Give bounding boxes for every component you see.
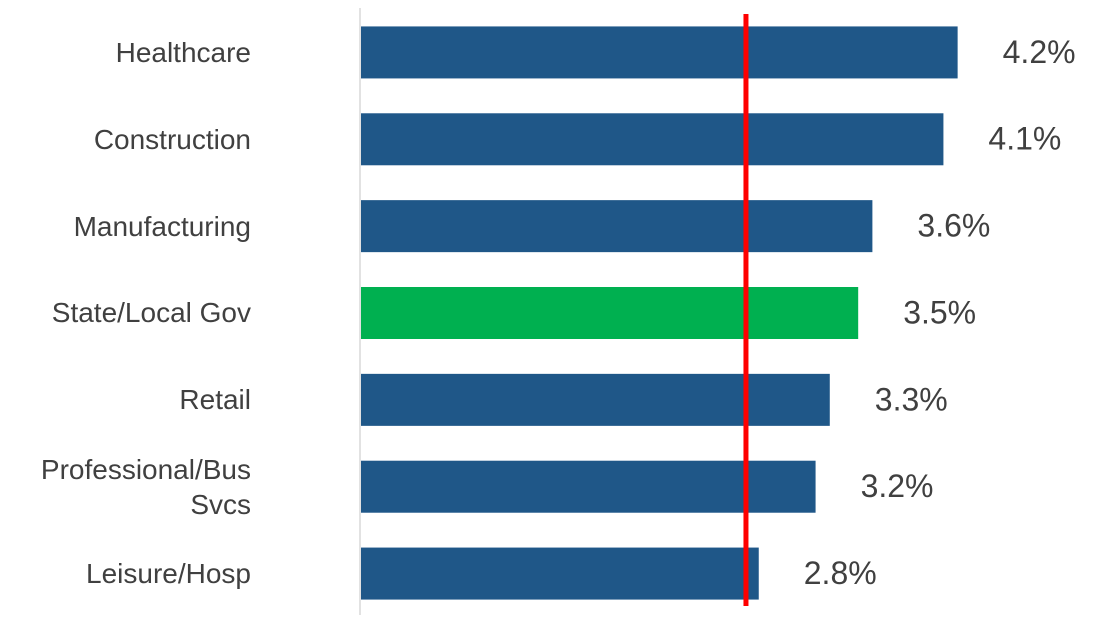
value-label: 3.2% [861, 468, 934, 504]
bar [361, 547, 759, 600]
bar [361, 26, 958, 79]
value-label: 4.2% [1003, 34, 1076, 70]
value-label: 3.3% [875, 381, 948, 417]
value-label: 3.5% [903, 294, 976, 330]
bar [361, 113, 944, 166]
category-label: Retail [179, 384, 251, 416]
category-label: Healthcare [115, 36, 251, 68]
category-label: Construction [93, 123, 251, 155]
value-label: 3.6% [917, 208, 990, 244]
category-label: Professional/Bus Svcs [40, 453, 251, 520]
bar [361, 287, 859, 339]
bar [361, 200, 873, 253]
category-label: Leisure/Hosp [86, 558, 251, 590]
value-label: 2.8% [804, 555, 877, 591]
bar [361, 460, 816, 513]
category-label: Manufacturing [73, 210, 251, 242]
value-label: 4.1% [988, 121, 1061, 157]
category-label: State/Local Gov [51, 297, 251, 329]
bar [361, 373, 830, 426]
